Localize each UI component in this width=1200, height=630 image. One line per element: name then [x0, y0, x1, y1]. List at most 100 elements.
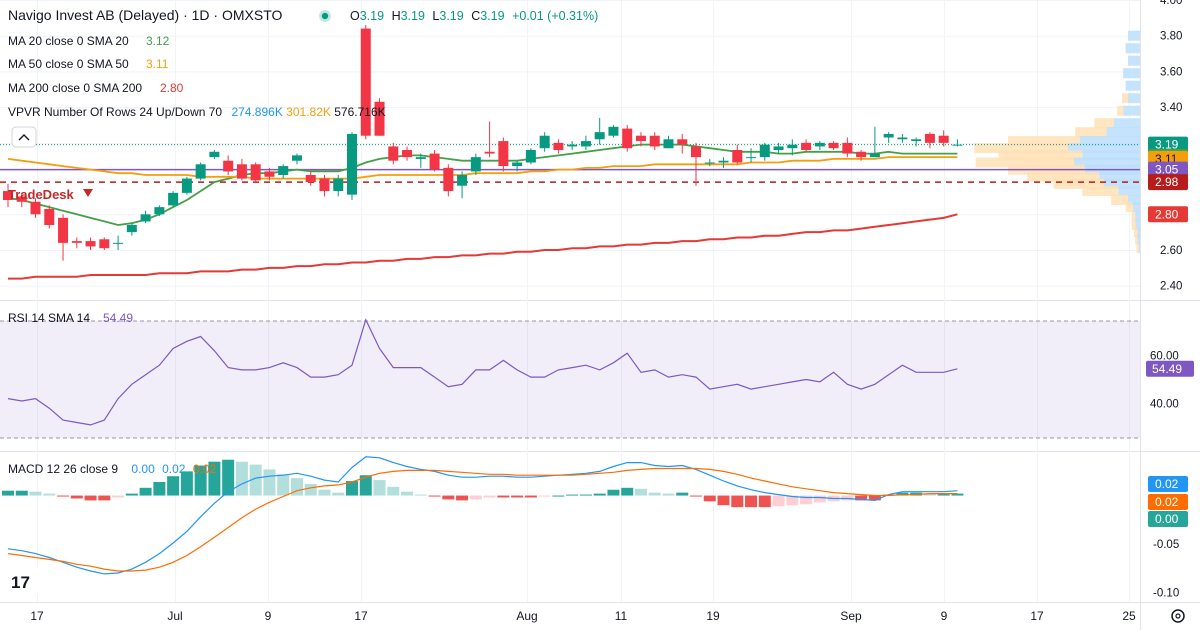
volume-profile-up-bar	[1125, 43, 1140, 54]
volume-profile-down-bar	[1125, 202, 1133, 213]
grid-line-vertical	[713, 0, 714, 602]
candle-body	[319, 178, 330, 192]
candle-body	[787, 144, 798, 149]
macd-line	[7, 456, 958, 575]
candle-body	[16, 196, 27, 202]
volume-profile-down-bar	[1117, 105, 1124, 116]
volume-profile-up-bar	[1099, 171, 1140, 182]
macd-tag-bg	[1148, 476, 1188, 492]
tradedesk-label[interactable]: TradeDesk	[8, 187, 93, 202]
signal-line	[7, 467, 958, 572]
macd-histogram-bar	[167, 476, 180, 496]
macd-histogram-bar	[800, 495, 813, 505]
grid-line-horizontal	[0, 107, 1140, 109]
candle-body	[236, 164, 247, 179]
macd-histogram-bar	[15, 490, 28, 496]
macd-tag: 0.02	[1148, 494, 1188, 510]
ma20-line	[7, 143, 958, 226]
candle-body	[691, 146, 701, 158]
grid-line-vertical	[1037, 0, 1038, 602]
time-axis-label: 17	[354, 609, 368, 623]
price-tick-label: 3.60	[1160, 66, 1182, 78]
macd-histogram-bar	[593, 493, 606, 496]
macd-histogram-bar	[277, 474, 290, 496]
macd-histogram-bar	[29, 491, 42, 496]
rsi-value: 54.49	[103, 311, 133, 325]
price-tag-bg	[1148, 206, 1188, 223]
volume-profile-down-bar	[998, 150, 1083, 161]
axes: 4.00 3.80 3.60 3.40 2.60 2.40 3.19 3.12 3.11 3.05…	[30, 0, 1194, 623]
settings-gear-icon[interactable]	[1171, 609, 1185, 623]
volume-profile-down-bar	[1122, 93, 1128, 104]
candle-body	[649, 135, 660, 147]
time-axis-label: 11	[615, 609, 628, 623]
macd-histogram-bar	[786, 495, 799, 506]
rsi-label: RSI 14 SMA 14	[8, 311, 90, 325]
candle-body	[195, 164, 206, 179]
candle-body	[677, 139, 688, 145]
tradedesk-text: TradeDesk	[8, 187, 75, 202]
macd-histogram-bar	[745, 495, 758, 508]
price-tag-bg	[1148, 136, 1188, 153]
pane-separator	[0, 451, 1200, 452]
grid-line-vertical	[851, 0, 852, 602]
volume-profile-up-bar	[1074, 157, 1140, 168]
collapse-legend-button[interactable]	[11, 126, 37, 148]
price-tick-label: 3.80	[1160, 31, 1182, 43]
macd-histogram-bar	[84, 495, 97, 501]
svg-text:17: 17	[11, 573, 30, 592]
candle-body	[3, 191, 13, 200]
grid-line-vertical	[621, 0, 622, 602]
macd-histogram-bar	[2, 490, 14, 496]
candle-body	[773, 146, 784, 150]
volume-profile-up-bar	[1113, 118, 1140, 129]
price-tag-text: 3.19	[1155, 138, 1179, 152]
volume-profile-up-bar	[1138, 243, 1140, 254]
volume-profile-up-bar	[1123, 105, 1140, 116]
candle-body	[44, 208, 55, 225]
macd-tick-label: -0.10	[1153, 587, 1179, 599]
macd-histogram-bar	[208, 461, 221, 496]
candle-body	[429, 153, 440, 170]
caret-down-icon	[83, 189, 93, 197]
price-tick-label: 4.00	[1160, 0, 1182, 7]
candle-body	[374, 101, 385, 136]
candle-body	[443, 167, 454, 192]
macd-histogram-bar	[139, 487, 152, 496]
candle-body	[181, 178, 192, 193]
macd-histogram-bar	[937, 493, 950, 496]
candle-body	[168, 192, 179, 206]
time-axis-label: Aug	[516, 609, 537, 623]
candle-body	[484, 151, 495, 154]
macd-histogram-bar	[428, 495, 441, 497]
candle-body	[264, 171, 275, 177]
time-axis-label: 17	[1030, 609, 1044, 623]
macd-histogram-bar	[621, 487, 634, 496]
volume-profile-up-bar	[1135, 211, 1140, 222]
candle-body	[746, 157, 757, 159]
grid-line-horizontal	[0, 250, 1140, 251]
legend: Navigo Invest AB (Delayed) · 1D · OMXSTO…	[8, 7, 598, 476]
grid-line-vertical	[361, 0, 362, 602]
macd-histogram-bar	[731, 495, 744, 508]
candle-body	[71, 241, 82, 243]
vpvr-label: VPVR Number Of Rows 24 Up/Down 70 274.89…	[8, 105, 386, 119]
candle-body	[388, 146, 399, 161]
candle-body	[470, 157, 481, 172]
chevron-up-icon	[18, 134, 30, 141]
macd-tag: 0.00	[1148, 511, 1188, 527]
candlesticks	[3, 25, 963, 261]
grid-line-vertical	[1129, 0, 1130, 602]
macd-histogram-bar	[868, 495, 881, 501]
volume-profile-down-bar	[975, 157, 1074, 168]
macd-histogram-bar	[607, 489, 620, 496]
macd-histogram-bar	[456, 495, 469, 501]
candle-body	[126, 225, 137, 233]
tradingview-logo-icon[interactable]: 17	[8, 565, 40, 595]
volume-profile-down-bar	[1027, 171, 1100, 182]
chart-title: Navigo Invest AB (Delayed) · 1D · OMXSTO	[8, 7, 282, 23]
macd-histogram-bar	[194, 465, 207, 496]
volume-profile-down-bar	[1111, 195, 1128, 205]
ma20-value: 3.12	[146, 34, 170, 48]
